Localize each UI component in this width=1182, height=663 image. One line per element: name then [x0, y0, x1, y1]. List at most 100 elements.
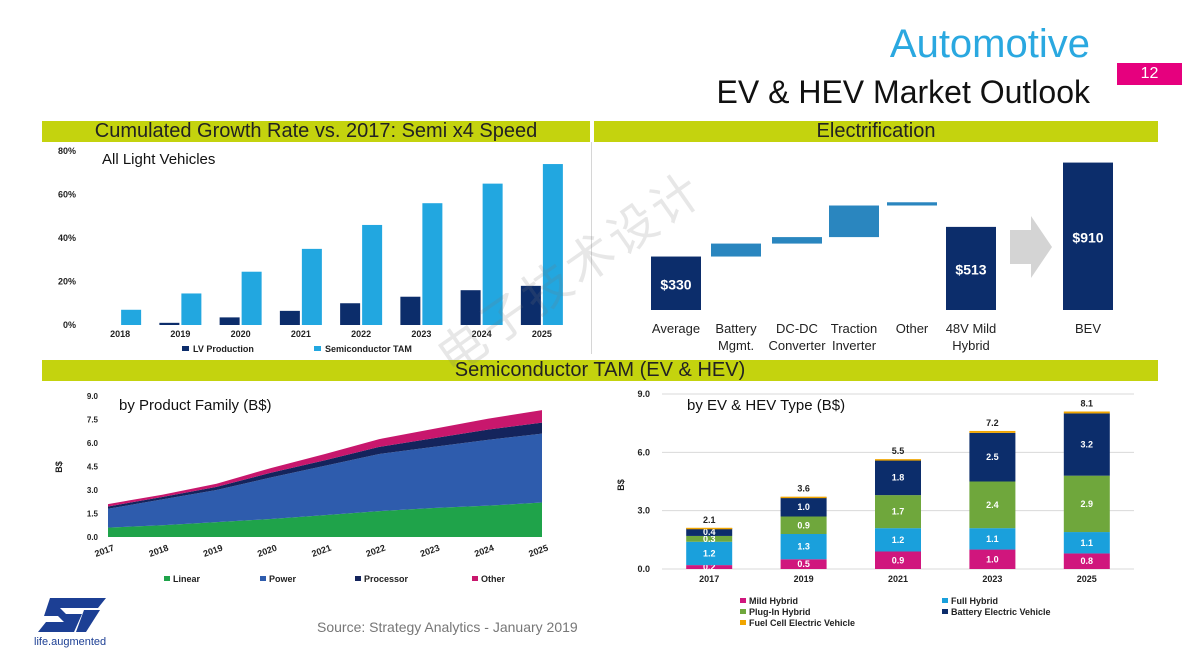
segment-value-label: 1.8: [892, 473, 905, 483]
area-linear: [108, 502, 542, 537]
segment-value-label: 0.3: [703, 534, 716, 544]
page-number-badge: 12: [1117, 63, 1182, 85]
waterfall-bar: [887, 202, 937, 206]
bar-lv-production: [159, 322, 180, 325]
segment-value-label: 1.3: [797, 542, 810, 552]
electrification-band-heading: Electrification: [594, 121, 1158, 142]
waterfall-category-label: Mgmt.: [718, 338, 754, 353]
waterfall-bar: [651, 256, 701, 310]
source-note: Source: Strategy Analytics - January 201…: [317, 619, 578, 635]
legend-swatch: [260, 576, 266, 581]
stacked-bar-segment: [780, 496, 827, 499]
bar-lv-production: [460, 290, 481, 325]
stacked-bar-segment: [1063, 553, 1110, 569]
stacked-bar-segment: [969, 430, 1016, 433]
electrification-waterfall-chart: $330 $513 $910 Average Battery Mgmt. DC-DC Conv…: [651, 162, 1113, 353]
arrow-icon: [1010, 216, 1052, 278]
bar-total-label: 7.2: [986, 418, 999, 428]
waterfall-category-label: Traction: [831, 321, 877, 336]
x-tick-label: 2022: [351, 329, 371, 339]
x-tick-label: 2025: [532, 329, 552, 339]
bar-lv-production: [219, 317, 240, 325]
x-tick-label: 2018: [110, 329, 130, 339]
segment-value-label: 2.5: [986, 452, 999, 462]
segment-value-label: 0.5: [797, 559, 810, 569]
page-subtitle: EV & HEV Market Outlook: [716, 74, 1090, 110]
bar-lv-production: [340, 303, 361, 325]
stacked-bar-segment: [780, 534, 827, 560]
legend-label: Full Hybrid: [951, 596, 998, 606]
waterfall-value-label: $513: [955, 261, 986, 277]
stacked-bar-segment: [686, 527, 733, 530]
stacked-bar-segment: [1063, 532, 1110, 554]
segment-value-label: 1.1: [1081, 538, 1094, 548]
y-tick-label: 4.5: [87, 463, 99, 472]
legend-swatch: [314, 346, 321, 351]
bar-semiconductor-tam: [422, 203, 443, 325]
segment-value-label: 1.7: [892, 507, 905, 517]
stacked-bar-segment: [1063, 411, 1110, 414]
x-tick-label: 2025: [527, 543, 549, 559]
bar-semiconductor-tam: [241, 271, 262, 325]
stacked-bar-segment: [969, 481, 1016, 529]
x-tick-label: 2021: [310, 543, 332, 559]
segment-value-label: 2.4: [986, 500, 999, 510]
waterfall-category-label: BEV: [1075, 321, 1101, 336]
st-logo-mark: [38, 598, 106, 632]
stacked-bar-segment: [875, 459, 921, 461]
x-tick-label: 2023: [982, 574, 1002, 584]
x-tick-label: 2023: [411, 329, 431, 339]
waterfall-category-label: Average: [652, 321, 700, 336]
legend-label: Semiconductor TAM: [325, 344, 412, 354]
stacked-bar-segment: [969, 432, 1016, 482]
segment-value-label: 2.9: [1081, 499, 1094, 509]
chart-annotation: by Product Family (B$): [119, 397, 272, 414]
waterfall-value-label: $330: [660, 276, 691, 292]
semi-tam-band-heading: Semiconductor TAM (EV & HEV): [42, 360, 1158, 381]
y-tick-label: 3.0: [637, 506, 650, 516]
legend-label: Power: [269, 574, 297, 584]
segment-value-label: 0.4: [703, 527, 716, 537]
bar-total-label: 3.6: [797, 484, 810, 494]
stacked-bar-segment: [875, 460, 921, 496]
y-tick-label: 1.5: [87, 510, 99, 519]
chart-annotation: All Light Vehicles: [102, 151, 215, 168]
bar-total-label: 5.5: [892, 446, 905, 456]
y-tick-label: 7.5: [87, 416, 99, 425]
segment-value-label: 0.9: [797, 520, 810, 530]
growth-chart: 0% 20% 40% 60% 80% All Light Vehicles 2018 2019…: [58, 146, 563, 354]
bar-semiconductor-tam: [362, 224, 383, 325]
waterfall-category-label: Hybrid: [952, 338, 990, 353]
y-tick-label: 40%: [58, 233, 76, 243]
st-logo: [36, 596, 108, 634]
y-tick-label: 3.0: [87, 486, 99, 495]
bar-semiconductor-tam: [482, 183, 503, 325]
legend-swatch: [942, 609, 948, 614]
stacked-bar-segment: [686, 565, 733, 569]
waterfall-bar: [829, 205, 879, 238]
legend-label: Linear: [173, 574, 201, 584]
segment-value-label: 3.2: [1081, 440, 1094, 450]
legend-label: Fuel Cell Electric Vehicle: [749, 618, 855, 628]
segment-value-label: 1.0: [797, 502, 810, 512]
y-axis-label: B$: [616, 479, 626, 491]
ev-hev-type-stacked-chart: 0.0 3.0 6.0 9.0 B$ by EV & HEV Type (B$) 0.2 1.…: [616, 389, 1134, 628]
y-tick-label: 80%: [58, 146, 76, 156]
legend-label: Plug-In Hybrid: [749, 607, 811, 617]
bar-total-label: 2.1: [703, 515, 716, 525]
bar-semiconductor-tam: [181, 293, 202, 325]
product-family-area-chart: 0.0 1.5 3.0 4.5 6.0 7.5 9.0 B$ by Product Family…: [54, 392, 550, 584]
legend-swatch: [355, 576, 361, 581]
legend-swatch: [182, 346, 189, 351]
y-tick-label: 6.0: [87, 439, 99, 448]
x-tick-label: 2021: [291, 329, 311, 339]
segment-value-label: 0.8: [1081, 556, 1094, 566]
stacked-bar-segment: [780, 497, 827, 517]
legend-label: Processor: [364, 574, 409, 584]
y-tick-label: 60%: [58, 190, 76, 200]
bar-lv-production: [520, 285, 541, 325]
x-tick-label: 2024: [473, 543, 495, 559]
legend-label: LV Production: [193, 344, 254, 354]
waterfall-category-label: Battery: [715, 321, 757, 336]
page-title: Automotive: [889, 22, 1090, 66]
